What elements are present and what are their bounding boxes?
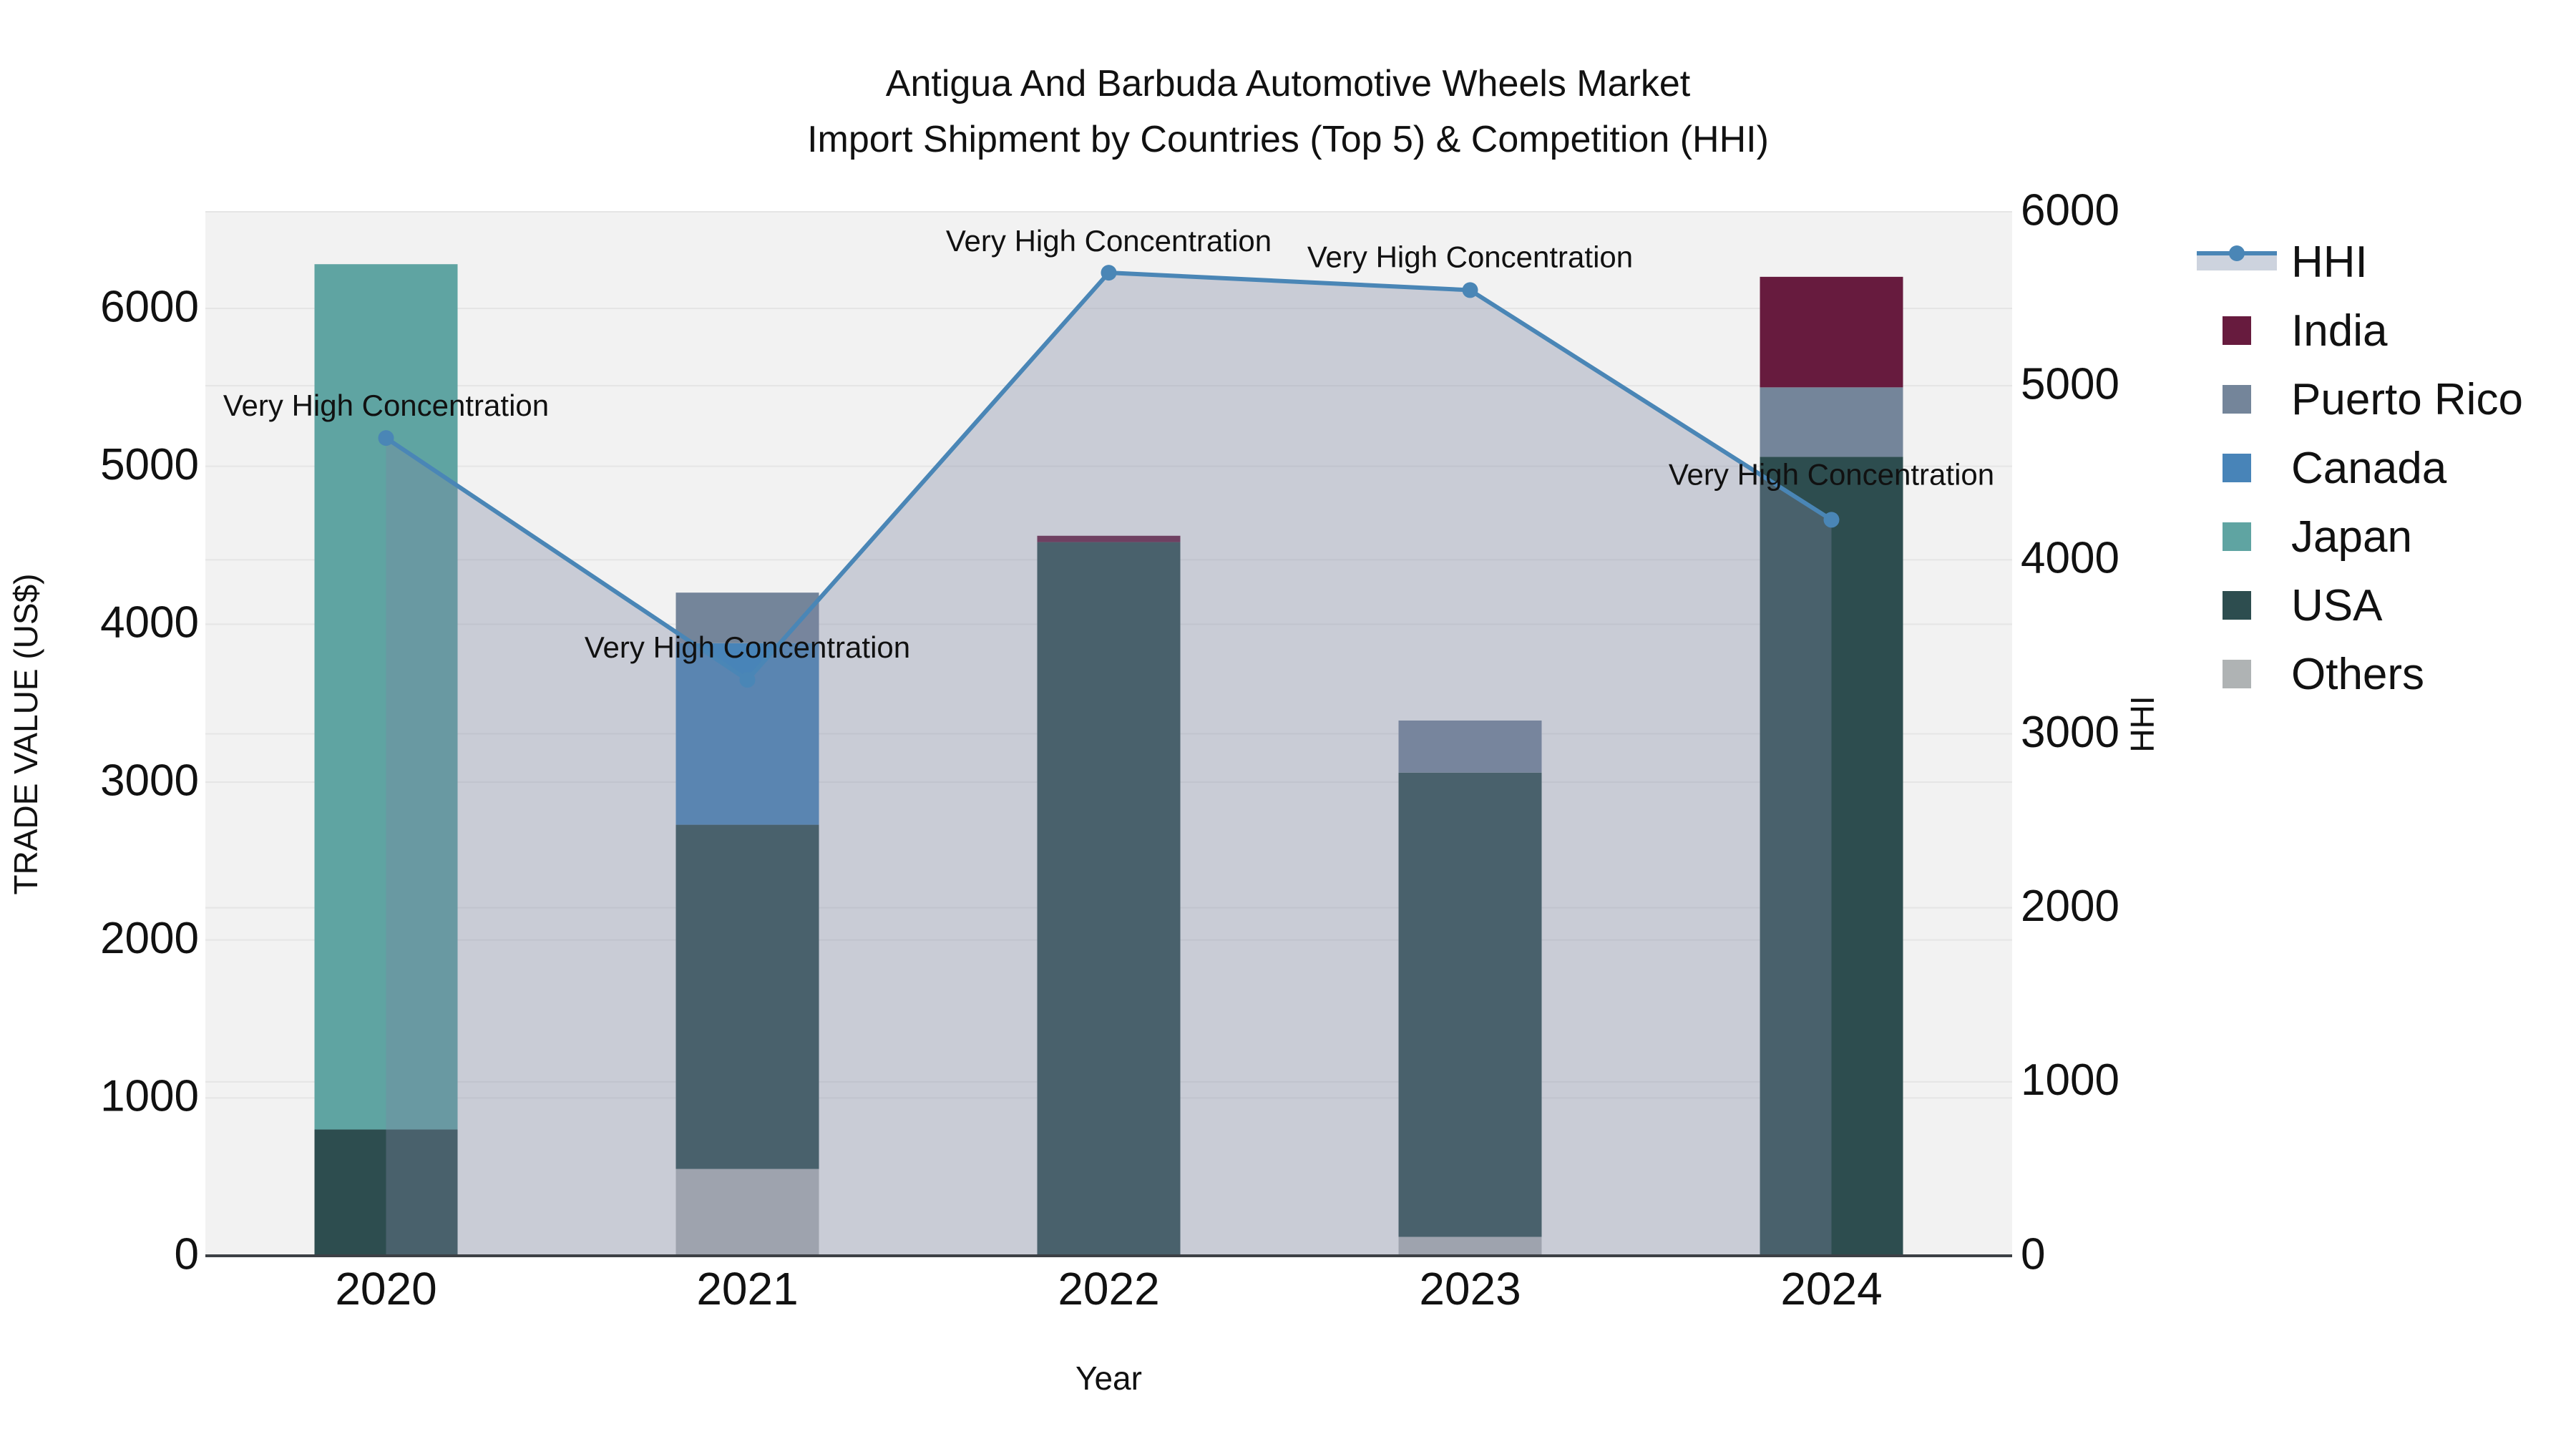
x-tick-2021: 2021 <box>696 1263 798 1314</box>
hhi-area-fill <box>386 273 1832 1256</box>
x-axis-title: Year <box>1075 1360 1142 1397</box>
color-swatch-icon <box>2197 385 2277 414</box>
bar-segment-others-2023[interactable] <box>1398 1236 1542 1256</box>
y-axis-title-right: HHI <box>2124 696 2161 752</box>
chart-title-line1: Antigua And Barbuda Automotive Wheels Ma… <box>885 63 1691 104</box>
bar-segment-usa-2023[interactable] <box>1398 772 1542 1237</box>
bar-segment-india-2024[interactable] <box>1760 276 1903 388</box>
legend-item-japan[interactable]: Japan <box>2197 502 2523 571</box>
bar-segment-usa-2021[interactable] <box>675 824 819 1169</box>
color-swatch-icon <box>2197 660 2277 688</box>
legend-item-usa[interactable]: USA <box>2197 571 2523 640</box>
hhi-line-swatch-icon <box>2197 245 2277 270</box>
hhi-area-swatch <box>2197 245 2277 270</box>
legend-item-puerto-rico[interactable]: Puerto Rico <box>2197 365 2523 434</box>
y-right-tick-1000: 1000 <box>2021 1055 2119 1105</box>
legend-label: USA <box>2291 580 2383 630</box>
legend-label: Japan <box>2291 512 2412 562</box>
y-right-tick-5000: 5000 <box>2021 360 2119 409</box>
annotation-2020: Very High Concentration <box>223 389 549 422</box>
hhi-marker-2024[interactable] <box>1823 512 1840 528</box>
y-left-tick-1000: 1000 <box>100 1072 199 1121</box>
annotation-2023: Very High Concentration <box>1307 240 1633 274</box>
y-left-tick-4000: 4000 <box>100 598 199 648</box>
legend-item-others[interactable]: Others <box>2197 640 2523 708</box>
color-swatch-icon <box>2197 522 2277 551</box>
swatch-puerto-rico <box>2223 385 2251 414</box>
y-left-tick-2000: 2000 <box>100 914 199 963</box>
bar-segment-india-2022[interactable] <box>1037 535 1181 542</box>
chart-title: Antigua And Barbuda Automotive Wheels Ma… <box>0 56 2576 167</box>
color-swatch-icon <box>2197 316 2277 345</box>
bar-segment-puerto-rico-2024[interactable] <box>1760 387 1903 457</box>
y-left-tick-3000: 3000 <box>100 756 199 805</box>
y-right-tick-4000: 4000 <box>2021 534 2119 583</box>
x-tick-2023: 2023 <box>1419 1263 1521 1314</box>
swatch-india <box>2223 316 2251 345</box>
swatch-japan <box>2223 522 2251 551</box>
hhi-marker-2022[interactable] <box>1101 265 1117 281</box>
annotation-2021: Very High Concentration <box>585 630 910 664</box>
swatch-others <box>2223 660 2251 688</box>
legend: HHI India Puerto Rico Canada Japan USA Others <box>2197 228 2523 708</box>
y-left-tick-5000: 5000 <box>100 440 199 489</box>
y-left-tick-0: 0 <box>175 1229 199 1279</box>
legend-label: Others <box>2291 649 2425 699</box>
bar-segment-usa-2022[interactable] <box>1037 542 1181 1256</box>
legend-item-hhi[interactable]: HHI <box>2197 228 2523 296</box>
hhi-marker-2021[interactable] <box>739 672 756 688</box>
color-swatch-icon <box>2197 591 2277 620</box>
swatch-usa <box>2223 591 2251 620</box>
bar-segment-puerto-rico-2023[interactable] <box>1398 720 1542 773</box>
hhi-marker-2020[interactable] <box>378 430 394 447</box>
legend-label: Puerto Rico <box>2291 374 2523 424</box>
annotation-2022: Very High Concentration <box>946 224 1272 258</box>
hhi-marker-glyph <box>2229 245 2245 261</box>
legend-label: Canada <box>2291 443 2447 493</box>
color-swatch-icon <box>2197 454 2277 482</box>
hhi-marker-2023[interactable] <box>1462 282 1478 298</box>
bar-segment-japan-2020[interactable] <box>314 264 458 1130</box>
legend-label: HHI <box>2291 237 2368 287</box>
bar-segment-puerto-rico-2021[interactable] <box>675 592 819 643</box>
legend-item-canada[interactable]: Canada <box>2197 434 2523 502</box>
y-right-tick-0: 0 <box>2021 1229 2045 1279</box>
bar-segment-usa-2024[interactable] <box>1760 457 1903 1256</box>
x-tick-2022: 2022 <box>1058 1263 1159 1314</box>
y-right-tick-6000: 6000 <box>2021 185 2119 235</box>
y-right-tick-2000: 2000 <box>2021 882 2119 931</box>
chart-title-line2: Import Shipment by Countries (Top 5) & C… <box>807 119 1769 160</box>
x-tick-2020: 2020 <box>335 1263 436 1314</box>
bar-segment-usa-2020[interactable] <box>314 1129 458 1256</box>
legend-item-india[interactable]: India <box>2197 296 2523 365</box>
y-right-tick-3000: 3000 <box>2021 708 2119 757</box>
annotation-2024: Very High Concentration <box>1669 457 1994 491</box>
y-left-tick-6000: 6000 <box>100 282 199 331</box>
legend-label: India <box>2291 306 2388 356</box>
swatch-canada <box>2223 454 2251 482</box>
y-axis-title-left: TRADE VALUE (US$) <box>7 573 44 894</box>
x-tick-2024: 2024 <box>1780 1263 1882 1314</box>
bar-segment-others-2021[interactable] <box>675 1169 819 1256</box>
